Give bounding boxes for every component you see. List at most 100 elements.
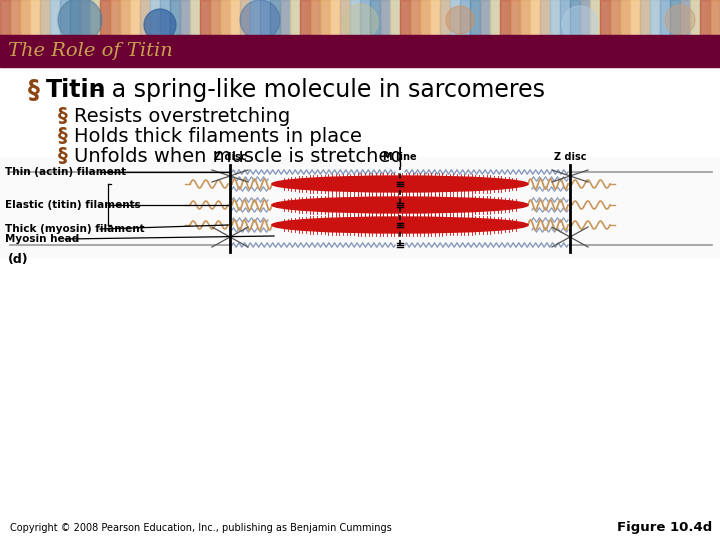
Bar xyxy=(270,0,280,35)
Circle shape xyxy=(342,4,378,40)
Bar xyxy=(130,0,140,35)
Bar xyxy=(430,0,440,35)
Bar xyxy=(300,0,310,35)
Text: Resists overstretching: Resists overstretching xyxy=(74,106,290,125)
Text: (d): (d) xyxy=(8,253,29,267)
Bar xyxy=(220,0,230,35)
Bar xyxy=(570,0,580,35)
Bar xyxy=(250,0,260,35)
Text: Thin (actin) filament: Thin (actin) filament xyxy=(5,167,126,177)
Bar xyxy=(490,0,500,35)
Bar xyxy=(580,0,590,35)
Bar xyxy=(500,0,510,35)
Bar xyxy=(520,0,530,35)
Bar xyxy=(630,0,640,35)
Text: Holds thick filaments in place: Holds thick filaments in place xyxy=(74,126,362,145)
Bar xyxy=(370,0,380,35)
Circle shape xyxy=(562,6,598,42)
Bar xyxy=(460,0,470,35)
Bar xyxy=(40,0,50,35)
Bar xyxy=(60,0,70,35)
Bar xyxy=(90,0,100,35)
Bar xyxy=(150,0,160,35)
Ellipse shape xyxy=(272,197,528,213)
Text: Z disc: Z disc xyxy=(214,152,246,162)
Text: The Role of Titin: The Role of Titin xyxy=(8,42,173,60)
Bar xyxy=(420,0,430,35)
Circle shape xyxy=(240,0,280,40)
Bar xyxy=(330,0,340,35)
Text: Myosin head: Myosin head xyxy=(5,234,79,244)
Bar xyxy=(120,0,130,35)
Bar xyxy=(530,0,540,35)
Text: Unfolds when muscle is stretched: Unfolds when muscle is stretched xyxy=(74,146,402,165)
Text: M line: M line xyxy=(383,152,417,162)
Text: Titin: Titin xyxy=(46,78,107,102)
Bar xyxy=(510,0,520,35)
Bar xyxy=(20,0,30,35)
Bar xyxy=(540,0,550,35)
Circle shape xyxy=(665,5,695,35)
Bar xyxy=(210,0,220,35)
Bar xyxy=(590,0,600,35)
Bar xyxy=(620,0,630,35)
Bar xyxy=(680,0,690,35)
Text: §: § xyxy=(28,78,40,102)
Bar xyxy=(230,0,240,35)
Bar xyxy=(10,0,20,35)
Text: Elastic (titin) filaments: Elastic (titin) filaments xyxy=(5,200,140,210)
Bar xyxy=(480,0,490,35)
Bar xyxy=(200,0,210,35)
Bar xyxy=(190,0,200,35)
Bar xyxy=(650,0,660,35)
Bar xyxy=(550,0,560,35)
Bar xyxy=(440,0,450,35)
Text: §: § xyxy=(58,126,68,145)
Bar xyxy=(470,0,480,35)
Bar xyxy=(80,0,90,35)
Bar xyxy=(70,0,80,35)
Text: §: § xyxy=(58,146,68,165)
Text: Z disc: Z disc xyxy=(554,152,586,162)
Bar xyxy=(110,0,120,35)
Bar xyxy=(290,0,300,35)
Text: – a spring-like molecule in sarcomeres: – a spring-like molecule in sarcomeres xyxy=(85,78,545,102)
Text: Thick (myosin) filament: Thick (myosin) filament xyxy=(5,224,145,234)
Bar xyxy=(50,0,60,35)
Bar xyxy=(240,0,250,35)
Bar xyxy=(170,0,180,35)
Bar xyxy=(660,0,670,35)
Bar xyxy=(180,0,190,35)
Bar xyxy=(340,0,350,35)
Bar xyxy=(280,0,290,35)
Text: Figure 10.4d: Figure 10.4d xyxy=(617,522,712,535)
Bar xyxy=(410,0,420,35)
Bar xyxy=(0,35,720,67)
Bar xyxy=(30,0,40,35)
Bar xyxy=(140,0,150,35)
Circle shape xyxy=(144,9,176,41)
Bar xyxy=(700,0,710,35)
Text: Copyright © 2008 Pearson Education, Inc., publishing as Benjamin Cummings: Copyright © 2008 Pearson Education, Inc.… xyxy=(10,523,392,533)
Bar xyxy=(690,0,700,35)
Bar xyxy=(670,0,680,35)
Bar xyxy=(350,0,360,35)
Ellipse shape xyxy=(272,176,528,192)
Bar xyxy=(380,0,390,35)
Bar xyxy=(640,0,650,35)
Bar xyxy=(100,0,110,35)
Bar xyxy=(360,0,370,35)
Bar xyxy=(0,0,10,35)
Bar xyxy=(560,0,570,35)
Bar xyxy=(260,0,270,35)
Bar xyxy=(600,0,610,35)
Text: §: § xyxy=(58,106,68,125)
Bar xyxy=(610,0,620,35)
Bar xyxy=(390,0,400,35)
Bar xyxy=(160,0,170,35)
Bar xyxy=(310,0,320,35)
Bar xyxy=(0,157,720,257)
Ellipse shape xyxy=(272,217,528,233)
Bar xyxy=(710,0,720,35)
Bar xyxy=(450,0,460,35)
